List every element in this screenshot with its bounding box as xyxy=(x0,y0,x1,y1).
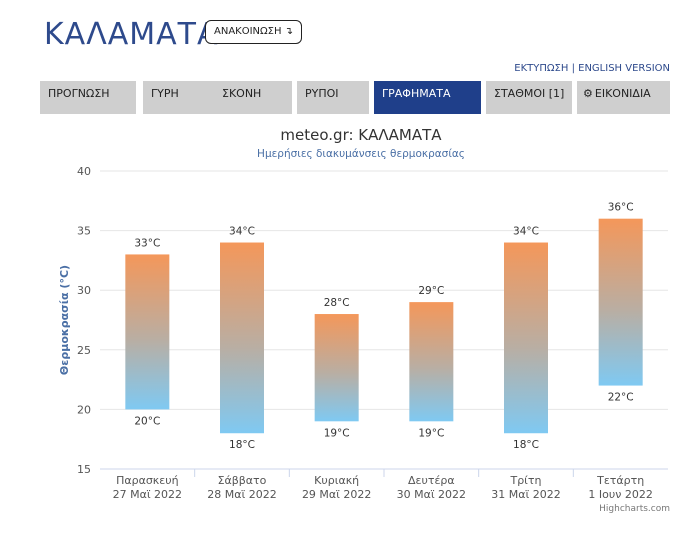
y-tick-label: 20 xyxy=(77,403,91,416)
temperature-bar xyxy=(125,254,170,410)
chart-title: meteo.gr: ΚΑΛΑΜΑΤΑ xyxy=(280,126,442,144)
tab-label: ΡΥΠΟΙ xyxy=(305,87,339,100)
tab-label: ΓΥΡΗ xyxy=(151,87,179,100)
temperature-bar xyxy=(220,242,264,434)
tab-label: ΣΤΑΘΜΟΙ [1] xyxy=(494,87,565,100)
tab-label: ΣΚΟΝΗ xyxy=(222,87,262,100)
x-tick-label-date: 1 Ιουν 2022 xyxy=(588,488,652,501)
x-tick-label-date: 28 Μαϊ 2022 xyxy=(207,488,276,501)
tab-label: ΓΡΑΦΗΜΑΤΑ xyxy=(382,87,451,100)
tab-pollen[interactable]: ΓΥΡΗ xyxy=(143,81,215,114)
y-tick-label: 30 xyxy=(77,284,91,297)
gear-icon: ⚙ xyxy=(583,87,593,100)
temperature-bar xyxy=(504,242,548,434)
tab-pollutants[interactable]: ΡΥΠΟΙ xyxy=(297,81,369,114)
low-label: 20°C xyxy=(134,415,160,427)
x-tick-label-date: 30 Μαϊ 2022 xyxy=(397,488,466,501)
tab-label: ΕΙΚΟΝΙΔΙΑ xyxy=(594,87,651,100)
x-tick-label-date: 29 Μαϊ 2022 xyxy=(302,488,371,501)
high-label: 28°C xyxy=(324,297,350,309)
temperature-bar xyxy=(314,314,359,422)
x-tick-label-day: Τρίτη xyxy=(509,474,541,487)
credits[interactable]: Highcharts.com xyxy=(599,504,670,514)
x-tick-label-day: Παρασκευή xyxy=(116,474,179,487)
print-link[interactable]: ΕΚΤΥΠΩΣΗ xyxy=(514,63,569,74)
low-label: 18°C xyxy=(229,439,255,451)
y-tick-label: 35 xyxy=(77,225,91,238)
low-label: 22°C xyxy=(608,392,634,404)
low-label: 19°C xyxy=(418,427,444,439)
y-tick-label: 25 xyxy=(77,344,91,357)
high-label: 34°C xyxy=(513,226,539,238)
tab-forecast[interactable]: ΠΡΟΓΝΩΣΗ xyxy=(40,81,136,114)
chart-subtitle: Ημερήσιες διακυμάνσεις θερμοκρασίας xyxy=(257,148,465,160)
high-label: 29°C xyxy=(418,285,444,297)
y-tick-label: 40 xyxy=(77,165,91,178)
low-label: 19°C xyxy=(324,427,350,439)
high-label: 36°C xyxy=(608,202,634,214)
x-tick-label-day: Κυριακή xyxy=(314,474,359,487)
tab-stations[interactable]: ΣΤΑΘΜΟΙ [1] xyxy=(486,81,572,114)
tab-label: ΠΡΟΓΝΩΣΗ xyxy=(48,87,110,100)
page-title: ΚΑΛΑΜΑΤΑ xyxy=(44,17,219,52)
top-links: ΕΚΤΥΠΩΣΗ | ENGLISH VERSION xyxy=(514,63,670,74)
low-label: 18°C xyxy=(513,439,539,451)
temperature-bar xyxy=(598,218,643,386)
y-axis-title: Θερμοκρασία (°C) xyxy=(58,265,71,375)
high-label: 33°C xyxy=(134,237,160,249)
high-label: 34°C xyxy=(229,226,255,238)
x-tick-label-date: 31 Μαϊ 2022 xyxy=(491,488,560,501)
tab-dust[interactable]: ΣΚΟΝΗ xyxy=(214,81,292,114)
temperature-bar xyxy=(409,302,454,422)
x-tick-label-day: Σάββατο xyxy=(218,474,267,487)
x-tick-label-day: Τετάρτη xyxy=(596,474,644,487)
link-separator: | xyxy=(571,63,575,74)
announcement-button[interactable]: ΑΝΑΚΟΙΝΩΣΗ ↴ xyxy=(205,20,303,44)
tab-widgets[interactable]: ⚙ ΕΙΚΟΝΙΔΙΑ xyxy=(577,81,670,114)
x-tick-label-date: 27 Μαϊ 2022 xyxy=(113,488,182,501)
y-tick-label: 15 xyxy=(77,463,91,476)
english-version-link[interactable]: ENGLISH VERSION xyxy=(578,63,670,74)
x-tick-label-day: Δευτέρα xyxy=(408,474,455,487)
tab-charts[interactable]: ΓΡΑΦΗΜΑΤΑ xyxy=(374,81,481,114)
